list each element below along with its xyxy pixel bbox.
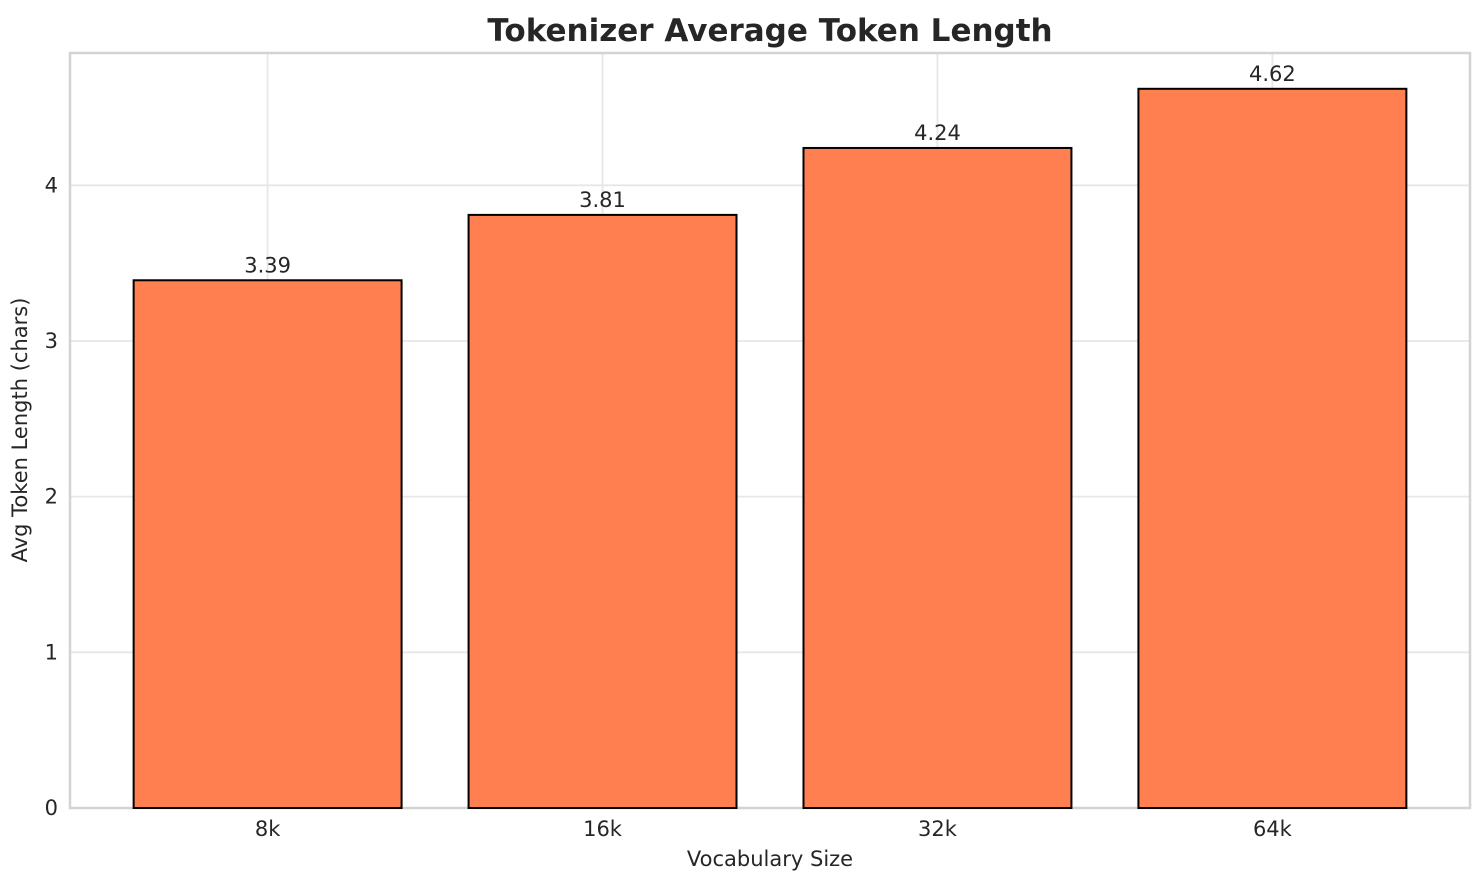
bar-64k — [1137, 87, 1408, 809]
bar-8k — [132, 279, 403, 810]
y-tick-label: 4 — [45, 173, 58, 197]
plot-border — [68, 51, 1472, 810]
chart-title: Tokenizer Average Token Length — [487, 13, 1052, 49]
bar-value-label: 3.81 — [579, 188, 626, 212]
bar-16k — [467, 213, 738, 809]
y-axis-label: Avg Token Length (chars) — [8, 298, 32, 563]
bar-value-label: 4.24 — [914, 121, 961, 145]
y-tick-label: 3 — [45, 329, 58, 353]
bar-value-label: 3.39 — [244, 253, 291, 277]
x-tick-label: 8k — [255, 817, 281, 841]
bar-32k — [802, 146, 1073, 810]
plot-area: 3.39 8k 3.81 16k 4.24 32k 4.62 64k 0 1 2 3 4 — [45, 51, 1472, 841]
y-tick-label: 2 — [45, 485, 58, 509]
x-tick-label: 32k — [918, 817, 958, 841]
y-tick-label: 0 — [45, 796, 58, 820]
bar-value-label: 4.62 — [1249, 62, 1296, 86]
y-tick-label: 1 — [45, 640, 58, 664]
x-tick-label: 64k — [1253, 817, 1293, 841]
x-axis-label: Vocabulary Size — [687, 847, 853, 871]
x-tick-label: 16k — [583, 817, 623, 841]
